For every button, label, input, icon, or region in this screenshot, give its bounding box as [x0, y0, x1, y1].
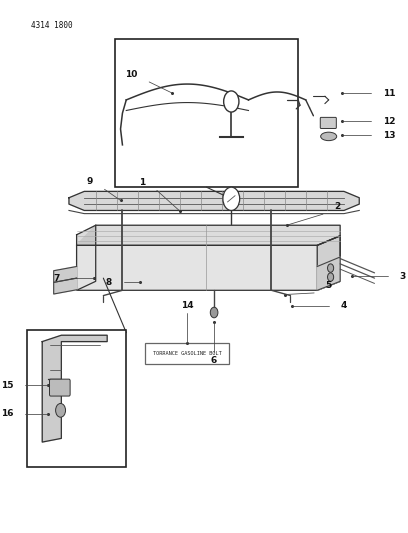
Text: 4: 4	[340, 301, 346, 310]
Bar	[27, 330, 126, 467]
Polygon shape	[317, 236, 340, 290]
Text: 3: 3	[399, 271, 406, 280]
Text: 9: 9	[86, 177, 93, 186]
Bar	[115, 39, 298, 187]
Circle shape	[55, 403, 66, 417]
Circle shape	[328, 273, 334, 281]
Text: 10: 10	[125, 69, 138, 78]
Polygon shape	[54, 278, 77, 294]
Text: 15: 15	[1, 381, 13, 390]
Text: 16: 16	[1, 409, 13, 418]
Circle shape	[223, 187, 239, 211]
FancyBboxPatch shape	[49, 379, 70, 396]
Text: 8: 8	[106, 278, 112, 287]
Ellipse shape	[321, 132, 337, 141]
Text: 13: 13	[383, 131, 395, 140]
Polygon shape	[54, 266, 77, 282]
Polygon shape	[77, 236, 340, 290]
Text: 7: 7	[53, 273, 60, 282]
Text: 5: 5	[326, 280, 332, 289]
Polygon shape	[69, 191, 359, 211]
Text: 11: 11	[383, 88, 395, 98]
Polygon shape	[42, 335, 107, 442]
Circle shape	[210, 307, 218, 318]
Text: 1: 1	[139, 178, 145, 187]
Text: 2: 2	[335, 201, 341, 211]
Text: 12: 12	[383, 117, 395, 126]
Text: 6: 6	[211, 356, 217, 365]
FancyBboxPatch shape	[320, 117, 336, 128]
Polygon shape	[77, 225, 340, 245]
Polygon shape	[317, 257, 340, 290]
Text: 4314 1800: 4314 1800	[31, 21, 72, 30]
Bar	[145, 343, 229, 365]
Circle shape	[224, 91, 239, 112]
Text: 14: 14	[181, 301, 194, 310]
Text: TORRANCE GASOLINE BOLT: TORRANCE GASOLINE BOLT	[153, 351, 222, 356]
Circle shape	[328, 264, 334, 272]
Polygon shape	[77, 225, 96, 290]
